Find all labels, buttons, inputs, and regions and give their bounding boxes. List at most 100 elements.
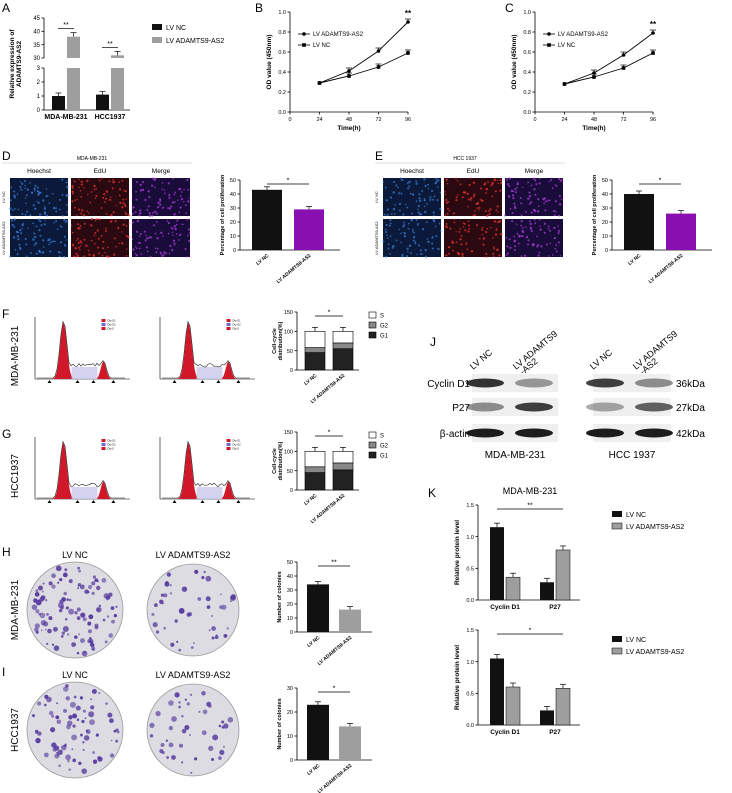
- y-tick-label: 100: [284, 450, 293, 456]
- cell-dot: [94, 231, 97, 234]
- blot-membrane: [472, 374, 558, 392]
- s-phase-area: [71, 367, 98, 379]
- protein-band: [466, 378, 504, 388]
- cell-dot: [75, 252, 78, 255]
- cell-dot: [39, 213, 42, 216]
- cell-dot: [33, 235, 37, 239]
- cell-dot: [499, 178, 502, 182]
- stack-g1: [304, 472, 326, 491]
- cell-dot: [124, 211, 127, 214]
- colony-dot: [48, 581, 53, 586]
- cell-dot: [420, 252, 423, 256]
- y-tick-label: 30: [602, 206, 608, 212]
- colony-dot: [50, 727, 56, 733]
- cell-dot: [58, 255, 61, 258]
- cell-dot: [58, 208, 61, 211]
- cell-dot: [43, 207, 46, 210]
- colony-dot: [35, 729, 39, 734]
- cell-dot: [536, 235, 538, 238]
- cell-dot: [536, 245, 539, 248]
- cell-dot: [13, 194, 16, 197]
- cell-dot: [25, 255, 28, 258]
- cell-dot: [473, 210, 476, 212]
- cell-dot: [455, 241, 458, 244]
- cell-dot: [558, 214, 561, 217]
- legend-swatch: [152, 24, 162, 30]
- colony-dot: [77, 584, 80, 587]
- cell-dot: [464, 191, 467, 194]
- cell-dot: [520, 202, 523, 205]
- cell-dot: [533, 208, 536, 211]
- g2-peak: [94, 481, 113, 499]
- cell-dot: [475, 202, 478, 206]
- colony-dot: [212, 734, 219, 741]
- bar-lv-as2: [111, 68, 124, 110]
- stack-g1: [332, 348, 354, 371]
- cell-dot: [500, 233, 503, 236]
- colony-dot: [190, 771, 193, 774]
- cell-dot: [555, 185, 558, 187]
- cell-dot: [176, 233, 178, 235]
- y-tick-label: 0.4: [278, 70, 286, 76]
- cell-dot: [48, 243, 51, 246]
- colony-dot: [92, 759, 98, 764]
- cell-dot: [55, 210, 58, 213]
- cell-dot: [43, 223, 46, 226]
- panel-d-edu-images: MDA-MB-231 Hoechst EdU Merge LV NC LV ADAMTS9…: [1, 156, 192, 258]
- x-category-label: LV ADAMTS9-AS2: [276, 253, 313, 285]
- colony-dot: [76, 607, 81, 612]
- colony-dot: [115, 728, 119, 732]
- cell-dot: [74, 199, 76, 202]
- cell-dot: [65, 181, 68, 184]
- cell-dot: [532, 243, 535, 246]
- cell-dot: [417, 244, 420, 247]
- cell-dot: [100, 177, 103, 179]
- stack-s: [332, 451, 354, 464]
- cell-dot: [112, 179, 114, 181]
- cell-dot: [53, 221, 55, 224]
- cell-dot: [523, 254, 527, 257]
- edu-column-label: EdU: [467, 168, 480, 175]
- significance-label: **: [107, 41, 113, 48]
- y-tick-label: 0.2: [523, 90, 531, 96]
- cell-dot: [549, 242, 551, 245]
- cell-dot: [11, 218, 13, 221]
- panel-a-chart: 0 1 2 3 30 35 40 45 Relative expression of ADAMTS…: [9, 16, 224, 121]
- cell-dot: [513, 248, 516, 251]
- cell-dot: [403, 223, 405, 226]
- microscopy-image: [71, 219, 129, 257]
- cell-dot: [467, 224, 470, 227]
- colony-dot: [181, 715, 184, 718]
- cell-dot: [558, 194, 561, 197]
- cell-dot: [93, 234, 96, 237]
- cell-dot: [149, 255, 152, 258]
- x-tick-label: 96: [405, 117, 411, 123]
- cell-dot: [395, 184, 398, 187]
- cell-dot: [496, 205, 499, 208]
- y-tick-label: 1: [37, 94, 41, 100]
- cell-dot: [78, 178, 80, 181]
- x-axis-label: Time(h): [337, 125, 360, 132]
- cell-dot: [416, 224, 419, 226]
- cell-dot: [100, 234, 103, 237]
- cell-dot: [550, 178, 553, 181]
- colony-dot: [40, 629, 43, 632]
- flow-legend-label: Dip S: [233, 447, 240, 451]
- cell-dot: [434, 181, 437, 185]
- g1-peak: [51, 443, 76, 499]
- cell-dot: [388, 224, 391, 227]
- cell-dot: [417, 208, 419, 211]
- cell-dot: [115, 204, 117, 207]
- y-tick-label: 30: [33, 56, 40, 62]
- colony-dot: [186, 702, 190, 706]
- cell-dot: [13, 226, 16, 229]
- cell-dot: [494, 220, 497, 223]
- x-tick-label: 96: [650, 117, 656, 123]
- x-category-label: MDA-MB-231: [44, 114, 87, 121]
- cell-dot: [405, 203, 407, 206]
- colony-dot: [57, 581, 60, 584]
- cell-dot: [163, 251, 166, 254]
- cell-dot: [134, 210, 137, 213]
